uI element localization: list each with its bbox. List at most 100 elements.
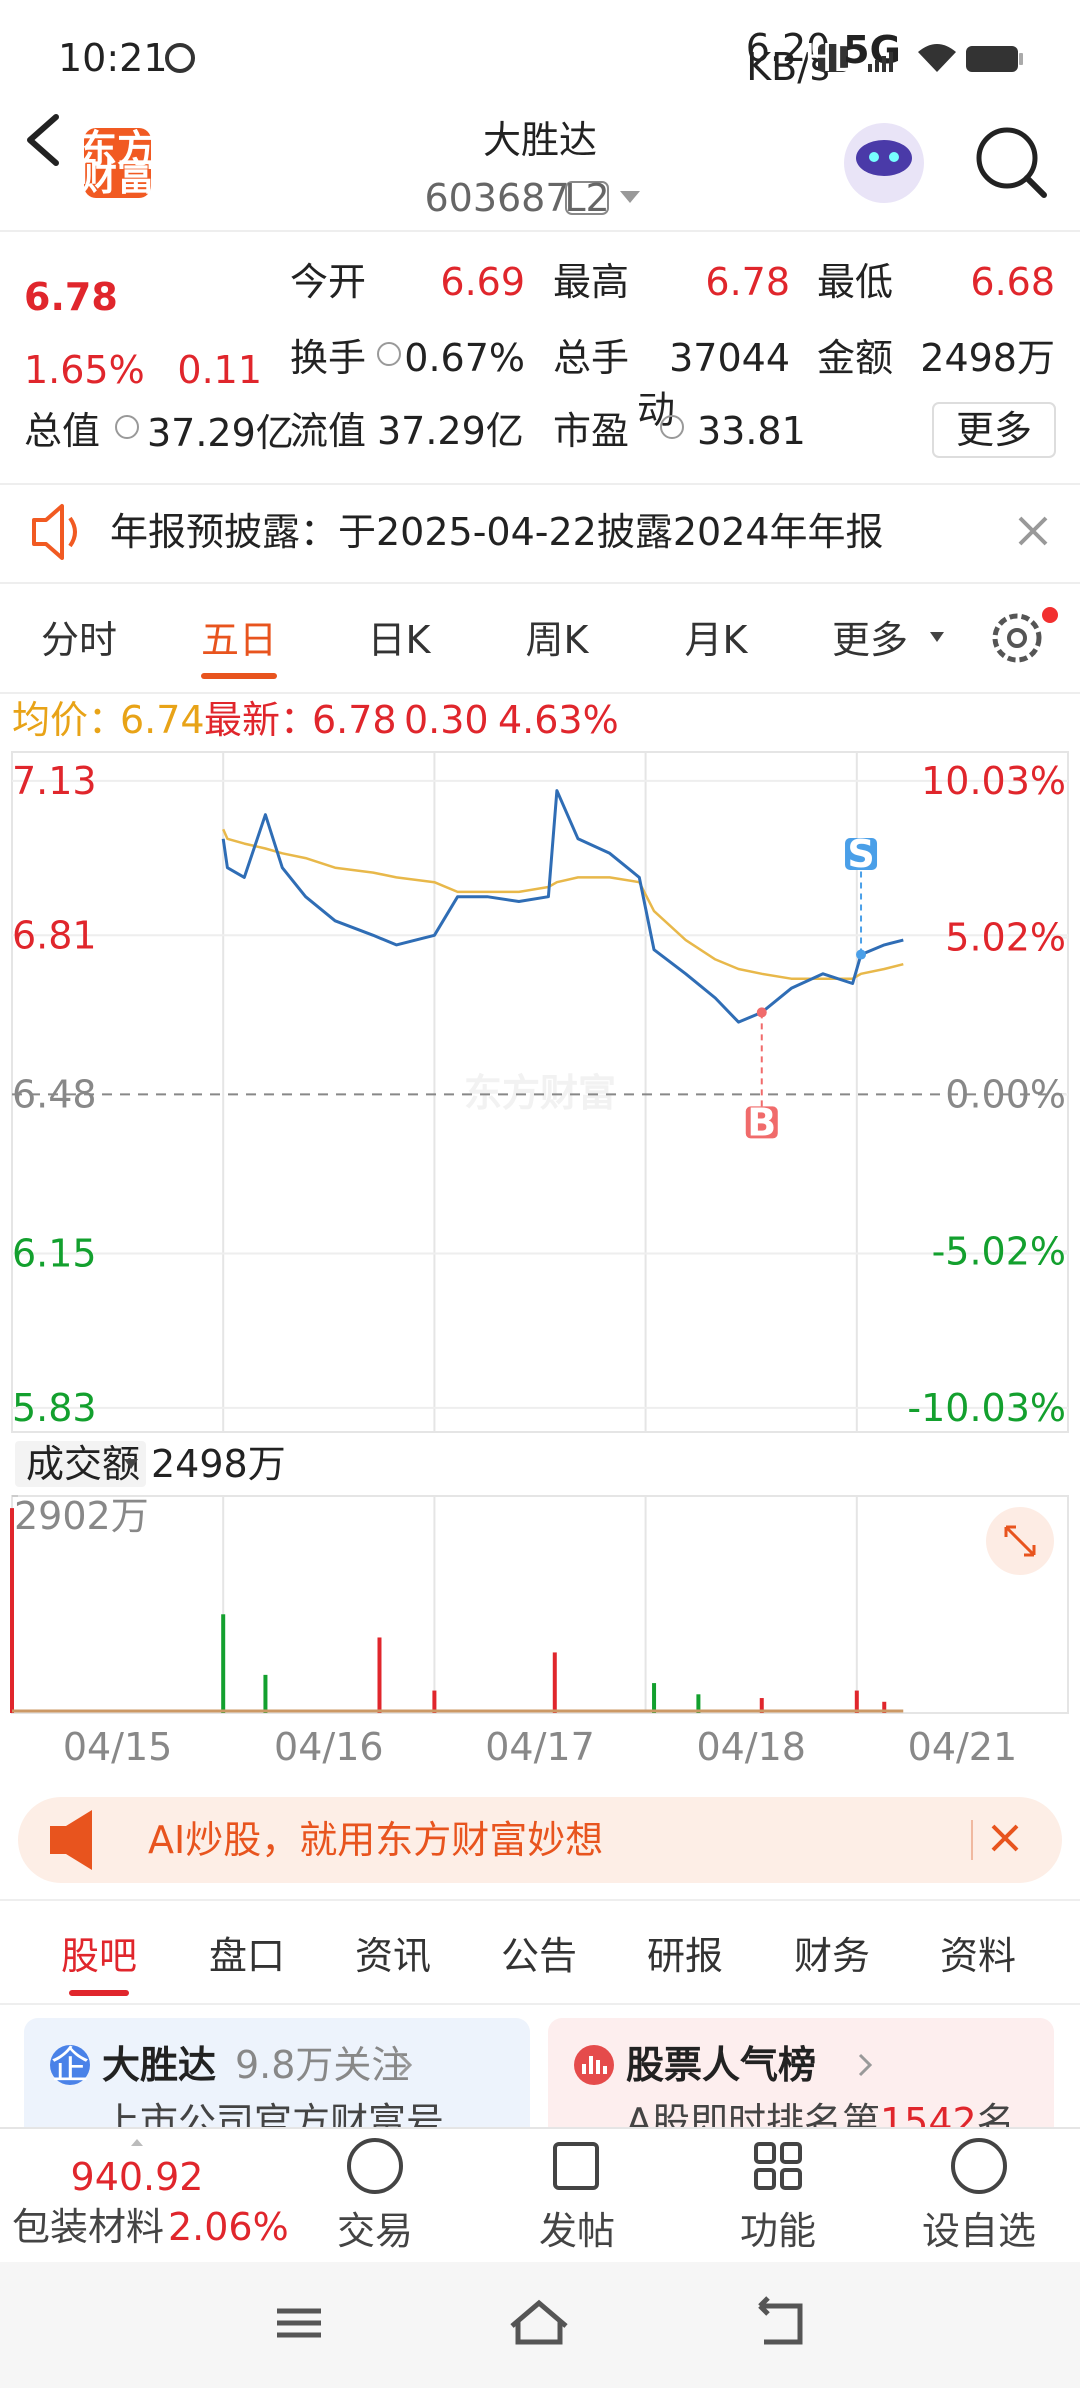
search-handle bbox=[1024, 175, 1047, 198]
tab-more-arrow[interactable] bbox=[930, 632, 944, 642]
company-card[interactable] bbox=[24, 2018, 530, 2148]
stat-value: 0.67% bbox=[404, 336, 525, 380]
change-amount: 0.11 bbox=[177, 348, 262, 392]
avg-line bbox=[222, 828, 904, 980]
nav-home[interactable] bbox=[510, 2299, 568, 2345]
more-label[interactable]: 更多 bbox=[956, 408, 1032, 452]
volume-bar bbox=[759, 1698, 764, 1713]
y2-tick-label: 10.03% bbox=[921, 759, 1066, 803]
banner-icon bbox=[50, 1810, 92, 1870]
volume-dropdown[interactable] bbox=[124, 1459, 138, 1469]
volume-bar bbox=[10, 1508, 14, 1713]
bottom-button[interactable]: 设自选 bbox=[922, 2209, 1036, 2253]
last-change-pct: 4.63% bbox=[498, 698, 619, 742]
x-tick-label: 04/15 bbox=[63, 1725, 173, 1769]
volume-frame bbox=[11, 1495, 1069, 1714]
card-badge-bg bbox=[50, 2045, 90, 2085]
status-icon bbox=[165, 43, 195, 73]
card-badge: 企 bbox=[51, 2043, 89, 2087]
volume-selector[interactable] bbox=[15, 1441, 146, 1487]
y2-tick-label: -5.02% bbox=[932, 1229, 1066, 1273]
stat-label: 市盈 bbox=[553, 409, 629, 453]
chart-tab[interactable]: 分时 bbox=[41, 618, 117, 662]
sector-name[interactable]: 包装材料 bbox=[12, 2205, 164, 2249]
battery-tip bbox=[1019, 53, 1023, 65]
volume-bar bbox=[263, 1674, 268, 1713]
notice-icon bbox=[32, 504, 64, 560]
change-pct: 1.65% bbox=[24, 348, 145, 392]
y2-tick-label: 0.00% bbox=[945, 1073, 1066, 1117]
level-badge[interactable]: L2 bbox=[564, 176, 609, 220]
chart-frame bbox=[11, 751, 1069, 1433]
stat-label: 总值 bbox=[24, 409, 100, 453]
chart-tab[interactable]: 周K bbox=[526, 618, 590, 662]
back-button[interactable] bbox=[27, 114, 59, 166]
volume-bar bbox=[552, 1652, 557, 1713]
price-chart: 东方财富 7.13 6.81 6.48 6.15 5.83 10.03% 5.02% 0.00%… bbox=[11, 751, 1069, 1433]
volume-title[interactable]: 成交额 bbox=[26, 1442, 140, 1486]
sub-tab[interactable]: 资讯 bbox=[355, 1934, 431, 1978]
y2-tick-label: 5.02% bbox=[945, 916, 1066, 960]
search-button[interactable] bbox=[976, 127, 1038, 189]
volume-bar bbox=[377, 1637, 382, 1713]
chart-tab[interactable]: 月K bbox=[685, 618, 749, 662]
marker-label: S bbox=[847, 832, 874, 876]
bottom-button[interactable]: 功能 bbox=[740, 2209, 816, 2253]
nav-back[interactable] bbox=[758, 2296, 803, 2345]
ai-banner[interactable] bbox=[18, 1797, 1062, 1883]
banner-text[interactable]: AI炒股，就用东方财富妙想 bbox=[148, 1818, 603, 1862]
stat-label: 换手 bbox=[290, 336, 366, 380]
watch-icon bbox=[951, 2138, 1007, 2194]
level-dropdown[interactable] bbox=[620, 191, 640, 203]
logo-text: 东方 bbox=[79, 127, 155, 171]
stat-value: 37.29亿 bbox=[147, 411, 294, 455]
chart-tab[interactable]: 日K bbox=[368, 618, 432, 662]
more-button[interactable] bbox=[932, 402, 1056, 458]
chart-tab[interactable]: 更多 bbox=[832, 618, 908, 662]
rank-card[interactable] bbox=[548, 2018, 1054, 2148]
post-icon bbox=[553, 2142, 599, 2190]
settings-badge bbox=[1042, 607, 1058, 623]
assistant-face bbox=[856, 140, 912, 176]
volume-bar bbox=[882, 1701, 887, 1713]
marker-point bbox=[856, 949, 867, 960]
function-icon bbox=[754, 2142, 802, 2190]
sub-tab[interactable]: 财务 bbox=[794, 1934, 870, 1978]
index-arrow bbox=[131, 2139, 143, 2146]
info-icon bbox=[115, 415, 139, 439]
rank-icon bbox=[574, 2045, 614, 2085]
sub-tab[interactable]: 公告 bbox=[501, 1934, 577, 1978]
y-tick-label: 6.48 bbox=[12, 1072, 97, 1116]
sector-change: 2.06% bbox=[168, 2205, 289, 2249]
last-label: 最新： bbox=[204, 698, 318, 742]
sub-tab[interactable]: 研报 bbox=[647, 1934, 723, 1978]
card-chevron bbox=[398, 2053, 413, 2077]
tab-indicator bbox=[201, 673, 277, 679]
banner-close[interactable] bbox=[991, 1824, 1019, 1852]
marker-point bbox=[756, 1007, 767, 1018]
volume-bar bbox=[696, 1694, 701, 1713]
card-title[interactable]: 大胜达 bbox=[102, 2043, 216, 2087]
notice-icon-wave bbox=[68, 516, 77, 548]
status-speed: 6.20 bbox=[746, 26, 831, 70]
level-box bbox=[565, 181, 609, 215]
nav-menu[interactable] bbox=[277, 2308, 321, 2338]
notice-close[interactable] bbox=[1018, 516, 1048, 546]
settings-button[interactable] bbox=[992, 613, 1042, 663]
sub-tab-indicator bbox=[69, 1990, 129, 1996]
sub-tab[interactable]: 盘口 bbox=[209, 1934, 285, 1978]
bottom-button[interactable]: 交易 bbox=[337, 2209, 413, 2253]
status-hd: HD bbox=[804, 36, 862, 80]
last-change: 0.30 bbox=[404, 698, 489, 742]
sub-tab[interactable]: 资料 bbox=[940, 1934, 1016, 1978]
chart-tab[interactable]: 五日 bbox=[201, 618, 277, 662]
index-value[interactable]: 940.92 bbox=[71, 2155, 204, 2199]
stat-label: 金额 bbox=[817, 336, 893, 380]
sub-tab[interactable]: 股吧 bbox=[61, 1934, 137, 1978]
bottom-button[interactable]: 发帖 bbox=[539, 2209, 615, 2253]
notice-text[interactable]: 年报预披露：于2025-04-22披露2024年年报 bbox=[110, 510, 884, 554]
rank-title[interactable]: 股票人气榜 bbox=[626, 2043, 816, 2087]
stock-name: 大胜达 bbox=[483, 118, 597, 162]
